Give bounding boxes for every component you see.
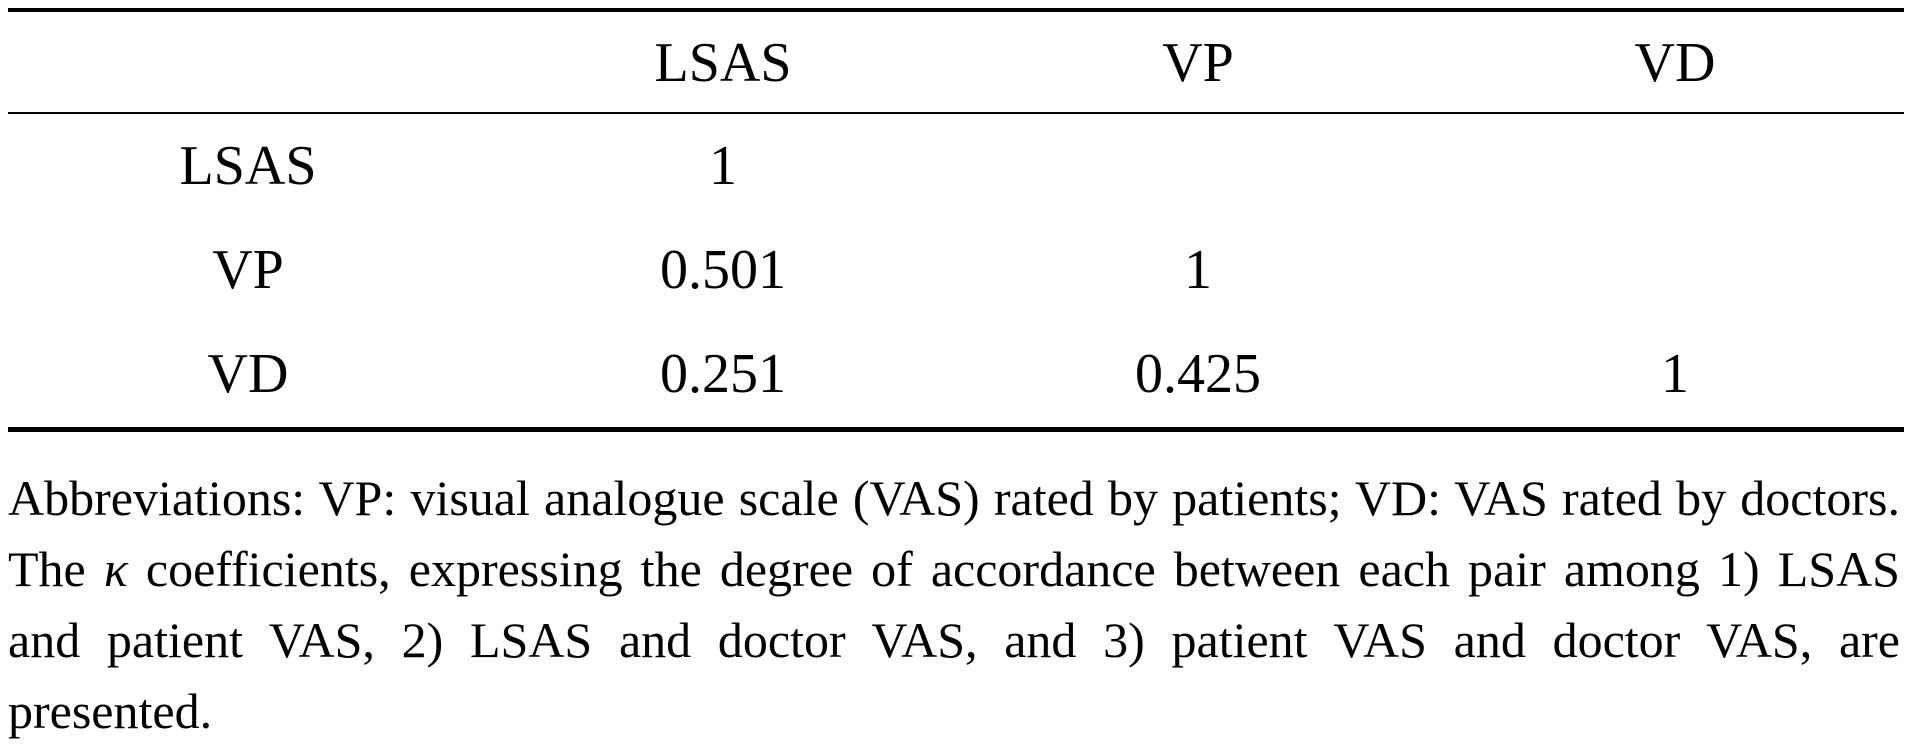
table-cell: 1 <box>1661 343 1689 405</box>
kappa-symbol: κ <box>103 541 128 597</box>
header-cell-lsas: LSAS <box>654 32 792 94</box>
table-cell: 0.251 <box>660 343 786 405</box>
row-label-lsas: LSAS <box>179 135 317 197</box>
header-cell-vp: VP <box>1162 32 1234 94</box>
row-label-vp: VP <box>212 239 284 301</box>
table-top-rule <box>8 8 1904 12</box>
table-cell: 0.425 <box>1135 343 1261 405</box>
footnote-text-part1: Abbreviations: VP: visual analogue scale… <box>8 470 1900 597</box>
table-cell: 1 <box>1184 239 1212 301</box>
table-footnote: Abbreviations: VP: visual analogue scale… <box>8 463 1900 747</box>
table-cell: 1 <box>709 135 737 197</box>
footnote-text-part2: coefficients, expressing the degree of a… <box>8 541 1900 739</box>
table-bottom-rule <box>8 427 1904 432</box>
table-cell: 0.501 <box>660 239 786 301</box>
table-header-rule <box>8 112 1904 114</box>
header-cell-vd: VD <box>1634 32 1716 94</box>
row-label-vd: VD <box>207 343 289 405</box>
